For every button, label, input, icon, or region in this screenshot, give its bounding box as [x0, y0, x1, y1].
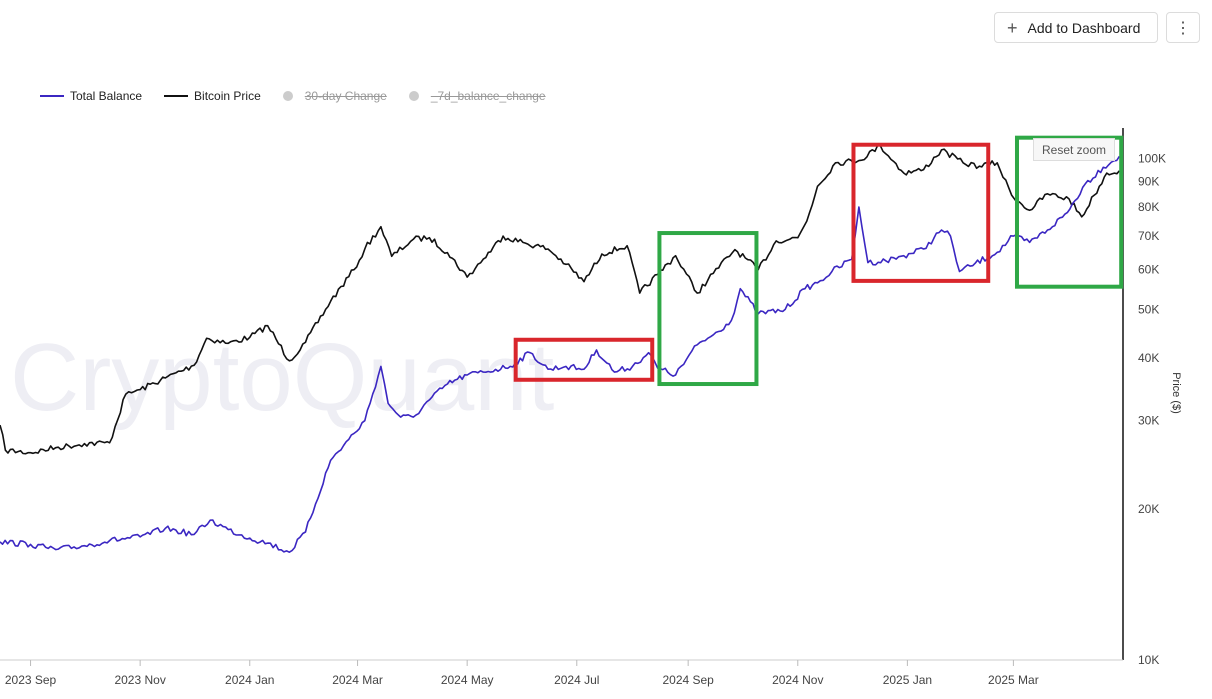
y-tick-label: 80K	[1138, 200, 1159, 214]
add-to-dashboard-button[interactable]: + Add to Dashboard	[994, 12, 1158, 43]
x-tick-label: 2024 Sep	[662, 673, 714, 687]
series-line-total-balance	[0, 155, 1121, 553]
legend-line-swatch	[40, 95, 64, 97]
legend-item-total-balance[interactable]: Total Balance	[40, 89, 142, 103]
y-axis: 10K 20K 30K 40K 50K 60K 70K 80K 90K 100K	[1138, 151, 1166, 667]
x-tick-label: 2023 Nov	[114, 673, 165, 687]
legend-item-7d-balance-change[interactable]: _7d_balance_change	[408, 89, 546, 103]
y-tick-label: 50K	[1138, 302, 1159, 316]
more-options-button[interactable]: ⋮	[1166, 12, 1200, 43]
series-layer	[0, 144, 1121, 553]
x-tick-label: 2024 Nov	[772, 673, 823, 687]
legend-label: Bitcoin Price	[194, 89, 261, 103]
vertical-dots-icon: ⋮	[1175, 19, 1191, 37]
x-tick-label: 2024 Mar	[332, 673, 383, 687]
plus-icon: +	[1007, 17, 1018, 38]
legend-line-swatch	[164, 95, 189, 97]
series-line-bitcoin-price	[0, 144, 1121, 455]
y-tick-label: 100K	[1138, 151, 1166, 165]
annotation-box	[513, 337, 655, 382]
x-tick-label: 2023 Sep	[5, 673, 57, 687]
y-tick-label: 70K	[1138, 229, 1159, 243]
legend-dot-swatch	[408, 91, 419, 101]
add-to-dashboard-label: Add to Dashboard	[1027, 19, 1141, 36]
annotation-box	[657, 231, 759, 387]
y-tick-label: 10K	[1138, 653, 1159, 667]
annotation-box	[851, 142, 991, 283]
legend-label: _7d_balance_change	[430, 89, 546, 103]
legend-label: Total Balance	[70, 89, 143, 103]
legend-dot-swatch	[282, 91, 293, 101]
annotation-layer	[513, 135, 1124, 387]
y-axis-title: Price ($)	[1170, 372, 1182, 414]
watermark-text: CryptoQuant	[10, 324, 554, 431]
y-tick-label: 90K	[1138, 174, 1159, 188]
x-tick-label: 2024 Jul	[554, 673, 599, 687]
y-tick-label: 60K	[1138, 263, 1159, 277]
x-tick-label: 2024 Jan	[225, 673, 274, 687]
y-tick-label: 40K	[1138, 351, 1159, 365]
y-tick-label: 20K	[1138, 502, 1159, 516]
reset-zoom-button[interactable]: Reset zoom	[1033, 138, 1115, 161]
annotation-box	[1014, 135, 1124, 289]
x-axis: 2023 Sep 2023 Nov 2024 Jan 2024 Mar 2024 May…	[5, 660, 1039, 687]
x-tick-label: 2025 Jan	[883, 673, 932, 687]
x-tick-label: 2025 Mar	[988, 673, 1039, 687]
legend-item-bitcoin-price[interactable]: Bitcoin Price	[164, 89, 261, 103]
legend-label: 30-day Change	[304, 89, 387, 103]
legend-item-30-day-change[interactable]: 30-day Change	[282, 89, 387, 103]
chart-legend: Total Balance Bitcoin Price 30-day Chang…	[40, 89, 568, 103]
x-tick-label: 2024 May	[441, 673, 494, 687]
y-tick-label: 30K	[1138, 414, 1159, 428]
